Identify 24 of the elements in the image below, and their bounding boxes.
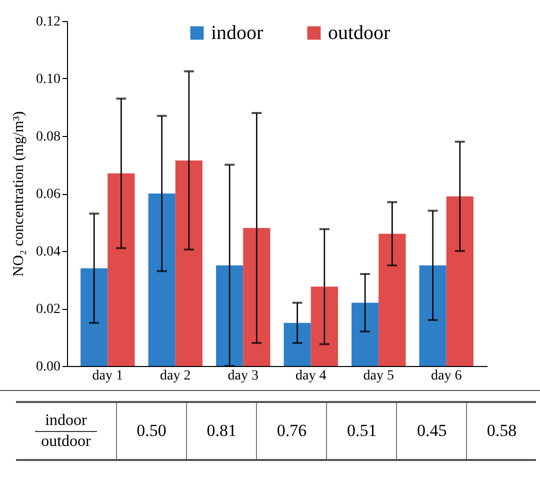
text: indoor [35, 410, 97, 432]
x-tick-label: day 4 [296, 368, 326, 384]
text: 0.81 [186, 402, 257, 460]
y-tick-label: 0.02 [36, 302, 60, 317]
legend-label: indoor [211, 22, 264, 44]
text: 0.51 [326, 402, 397, 460]
legend-label: outdoor [328, 22, 391, 44]
text: outdoor [40, 432, 92, 452]
text: 0.45 [396, 402, 467, 460]
text: 0.76 [256, 402, 327, 460]
x-tick-label: day 5 [363, 368, 394, 384]
text: 0.50 [116, 402, 187, 460]
text: 0.58 [466, 402, 536, 460]
y-tick-label: 0.04 [36, 244, 60, 260]
y-tick-label: 0.12 [36, 14, 60, 30]
y-tick-label: 0.10 [36, 72, 60, 87]
x-tick-label: day 6 [430, 368, 462, 384]
y-tick-label: 0.06 [36, 187, 60, 202]
x-tick-label: day 2 [160, 368, 191, 384]
y-tick-label: 0.08 [36, 130, 60, 144]
x-tick-label: day 1 [92, 368, 124, 384]
x-tick-label: day 3 [228, 368, 258, 384]
y-axis-title: NO₂ concentration (mg/m³) [11, 111, 27, 277]
y-tick-label: 0.00 [36, 360, 60, 374]
